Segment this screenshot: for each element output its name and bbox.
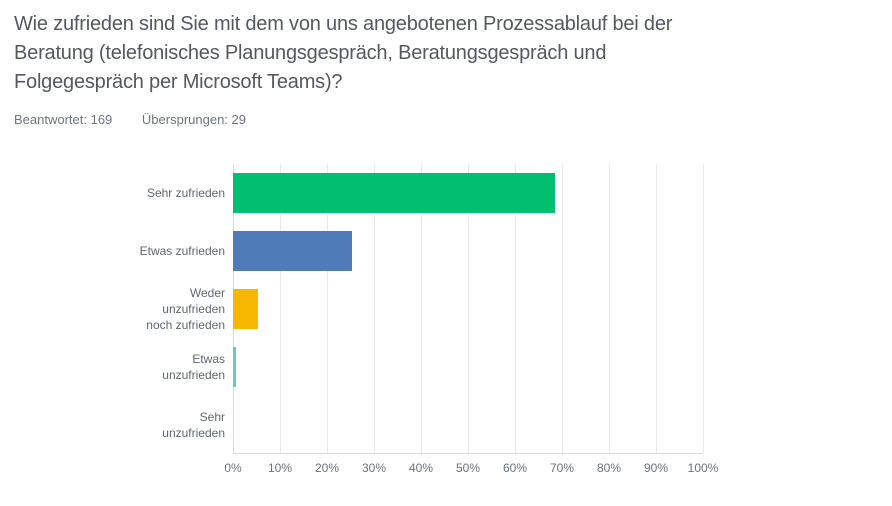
x-axis-ticks: 0% 10% 20% 30% 40% 50% 60% 70% 80% 90% 100% <box>224 461 718 477</box>
x-tick-label: 0% <box>224 461 242 475</box>
x-tick-label: 10% <box>267 461 293 475</box>
x-tick-label: 40% <box>408 461 434 475</box>
chart-bar <box>233 347 236 387</box>
bar-chart: Sehr zufrieden Etwas zufrieden Weder unzuf… <box>0 164 892 494</box>
x-tick-label: 30% <box>361 461 387 475</box>
response-stats: Beantwortet: 169 Übersprungen: 29 <box>14 112 272 127</box>
x-tick-label: 90% <box>643 461 669 475</box>
gridline <box>374 164 375 453</box>
chart-bar <box>233 173 556 213</box>
chart-bar <box>233 289 258 329</box>
gridline <box>562 164 563 453</box>
gridline <box>656 164 657 453</box>
x-tick-label: 70% <box>549 461 575 475</box>
gridline <box>280 164 281 453</box>
skipped-count: Übersprungen: 29 <box>141 112 246 127</box>
category-label: Sehr zufrieden <box>146 186 225 200</box>
question-title: Wie zufrieden sind Sie mit dem von uns a… <box>14 13 673 93</box>
gridline <box>327 164 328 453</box>
answered-count: Beantwortet: 169 <box>14 112 113 127</box>
gridline <box>468 164 469 453</box>
x-tick-label: 50% <box>455 461 481 475</box>
category-label: Weder unzufrieden noch zufrieden <box>146 286 225 332</box>
category-label: Etwas unzufrieden <box>162 352 225 382</box>
category-labels: Sehr zufrieden Etwas zufrieden Weder unzuf… <box>0 164 225 454</box>
gridline <box>703 164 704 453</box>
plot-area <box>233 164 704 454</box>
gridline <box>515 164 516 453</box>
category-label: Sehr unzufrieden <box>162 410 225 440</box>
x-tick-label: 60% <box>502 461 528 475</box>
gridline <box>421 164 422 453</box>
x-tick-label: 80% <box>596 461 622 475</box>
x-tick-label: 100% <box>687 461 719 475</box>
gridline <box>609 164 610 453</box>
x-tick-label: 20% <box>314 461 340 475</box>
chart-bar <box>233 231 353 271</box>
category-label: Etwas zufrieden <box>139 244 225 258</box>
